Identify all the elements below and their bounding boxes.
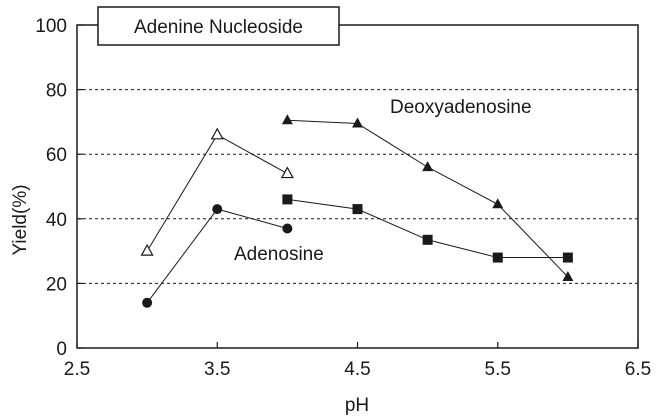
data-point <box>492 252 503 263</box>
data-point <box>282 194 293 205</box>
series-line <box>287 119 569 278</box>
y-tick-label: 80 <box>46 81 67 102</box>
series-open-triangle <box>140 127 294 256</box>
series-line <box>146 134 288 252</box>
y-tick-label: 20 <box>46 274 67 295</box>
y-tick-label: 0 <box>56 339 67 360</box>
y-tick-label: 40 <box>46 210 67 231</box>
data-point <box>210 127 224 140</box>
data-point <box>212 204 223 215</box>
series-filled-square <box>282 194 573 263</box>
title-frame <box>97 6 340 46</box>
data-point <box>422 234 433 245</box>
y-axis-label: Yield(%) <box>10 184 31 255</box>
ticks: 0 20 40 60 80 100 2.5 3.5 4.5 5.5 6.5 <box>35 16 651 380</box>
series-layer <box>140 114 574 308</box>
data-point <box>282 223 293 234</box>
series-filled-triangle <box>281 114 574 281</box>
y-tick-label: 60 <box>46 145 67 166</box>
data-point <box>142 297 153 308</box>
data-point <box>422 161 434 172</box>
x-tick-label: 2.5 <box>64 359 90 380</box>
x-tick-label: 3.5 <box>204 359 230 380</box>
series-filled-circle <box>142 204 293 308</box>
x-tick-label: 5.5 <box>485 359 511 380</box>
data-point <box>492 198 504 209</box>
data-point <box>281 114 293 125</box>
x-tick-label: 4.5 <box>344 359 370 380</box>
series-line <box>287 198 568 259</box>
data-point <box>562 252 573 263</box>
annotation-deoxyadenosine: Deoxyadenosine <box>390 97 532 118</box>
chart-title: Adenine Nucleoside <box>134 17 303 38</box>
y-tick-label: 100 <box>35 16 67 37</box>
data-point <box>352 117 363 128</box>
x-tick-label: 6.5 <box>625 359 651 380</box>
data-point <box>140 243 154 256</box>
title-box: Adenine Nucleoside <box>97 6 340 46</box>
data-point <box>562 270 574 281</box>
data-point <box>280 166 294 179</box>
plot-area <box>76 24 639 349</box>
annotation-adenosine: Adenosine <box>234 244 324 265</box>
data-point <box>352 204 363 215</box>
x-axis-label: pH <box>345 395 369 416</box>
